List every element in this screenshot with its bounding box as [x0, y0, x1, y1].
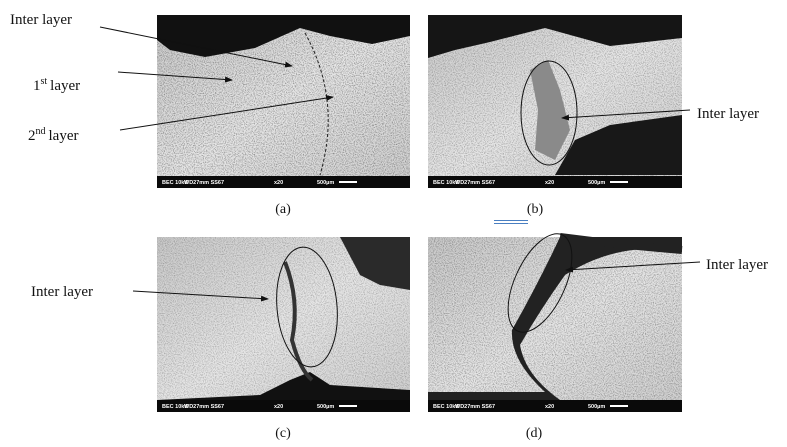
annotation: Inter layer [31, 284, 93, 300]
micrograph-b [428, 15, 682, 188]
annotation: Inter layer [10, 12, 72, 28]
micrograph-d [428, 237, 682, 412]
info-bar-text: 500µm [588, 404, 605, 410]
info-bar-text: x20 [545, 404, 554, 410]
info-bar-text: WD27mm SS67 [184, 404, 224, 410]
info-bar-text: 500µm [317, 404, 334, 410]
scale-bar [610, 181, 628, 183]
scale-bar [339, 181, 357, 183]
panel-caption: (d) [526, 426, 543, 441]
annotation: Inter layer [706, 257, 768, 273]
info-bar-text: x20 [545, 180, 554, 186]
panel-caption: (c) [275, 426, 291, 441]
figure: Inter layer 1stlayer 2ndlayer Inter laye… [0, 0, 787, 447]
scale-bar [610, 405, 628, 407]
info-bar-text: WD27mm SS67 [455, 404, 495, 410]
info-bar-text: 500µm [588, 180, 605, 186]
annotation: Inter layer [697, 106, 759, 122]
info-bar-text: x20 [274, 180, 283, 186]
micrograph-a [157, 15, 410, 188]
info-bar-text: 500µm [317, 180, 334, 186]
info-bar-text: WD27mm SS67 [455, 180, 495, 186]
panel-caption: (b) [527, 202, 544, 217]
info-bar-text: WD27mm SS67 [184, 180, 224, 186]
panel-caption: (a) [275, 202, 291, 217]
info-bar-text: x20 [274, 404, 283, 410]
scale-bar [339, 405, 357, 407]
